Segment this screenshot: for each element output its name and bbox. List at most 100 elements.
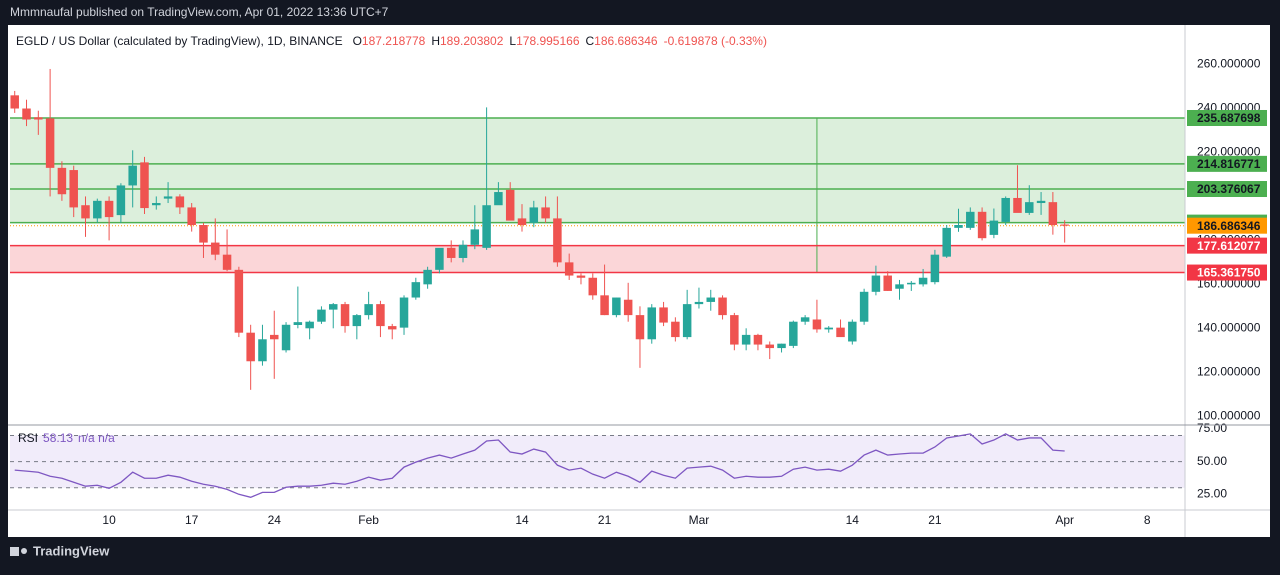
footer-logo [10,547,27,556]
zone [10,245,1185,273]
candle-body [800,317,810,322]
candle-body [81,205,90,219]
legend: EGLD / US Dollar (calculated by TradingV… [16,34,767,445]
candle-body [116,185,126,216]
ohlc-value: 186.686346 [594,34,658,48]
candle-body [211,242,220,255]
ohlc-key: H [431,34,440,48]
candle-body [69,170,78,208]
candle-body [1025,202,1034,213]
candle-body [93,200,102,219]
price-label-box [1187,237,1267,254]
candle-body [612,297,621,316]
candle-body [564,262,574,276]
x-tick-label: 21 [928,513,942,527]
ohlc-value: 187.218778 [362,34,426,48]
candle-body [258,339,267,362]
rsi-name: RSI [18,431,38,445]
x-tick-label: 8 [1144,513,1151,527]
candle-body [505,189,515,221]
price-label: 214.816771 [1197,157,1261,171]
price-label-box [1187,109,1267,126]
candle-body [659,307,668,323]
candle-body [635,315,645,340]
candle-body [706,297,715,302]
candle-body [871,275,881,292]
candle-body [836,327,845,338]
candle-body [600,295,609,316]
candle-body [175,196,185,208]
x-tick-label: Apr [1055,513,1074,527]
candle-body [753,334,763,345]
x-tick-label: Mar [689,513,710,527]
candle-body [411,282,421,298]
candle-body [1048,202,1058,225]
candle-body [446,247,456,258]
candle-body [22,108,31,120]
candle-body [140,162,149,209]
candle-body [730,315,739,345]
candle-body [576,275,586,278]
price-label: 165.361750 [1197,266,1261,280]
y-tick-label: 100.000000 [1197,408,1261,422]
ohlc-key: O [353,34,362,48]
price-label-box [1187,181,1267,198]
zone [10,117,1185,223]
candle-body [930,254,940,283]
ohlc-key: C [586,34,595,48]
candle-body [222,254,232,270]
candle-body [104,200,114,218]
change: -0.619878 (-0.33%) [664,34,767,48]
candle-body [246,332,255,362]
candle-body [305,321,314,329]
candle-body [682,304,692,338]
candle-body [824,327,833,330]
candle-body [399,297,409,328]
footer-brand: TradingView [33,543,110,558]
candle-body [895,284,904,289]
candle-body [789,321,798,346]
candle-body [293,322,303,325]
x-tick-label: 24 [268,513,282,527]
candle-body [1013,197,1022,213]
candle-body [10,95,19,109]
candle-body [989,220,999,235]
candle-body [317,309,326,322]
y-tick-label: 220.000000 [1197,145,1261,159]
candle-body [128,165,137,186]
candle-body [187,207,196,225]
candle-body [281,324,291,351]
candle-body [517,218,527,225]
candle-body [647,307,657,340]
candle-body [340,304,350,327]
y-tick-label: 140.000000 [1197,320,1261,334]
ohlc-value: 178.995166 [516,34,580,48]
candle-body [34,117,43,120]
candle-body [907,282,916,285]
candle-body [777,343,786,349]
candle-body [57,167,67,195]
x-tick-label: 14 [846,513,860,527]
price-label: 186.686346 [1197,219,1261,233]
candle-body [199,225,208,243]
x-tick-label: 14 [515,513,529,527]
candle-body [918,277,928,285]
candle-body [883,275,892,291]
candle-body [812,319,822,330]
price-label-box [1187,155,1267,172]
candle-body [671,321,680,338]
candle-body [529,207,539,223]
price-label-box [1187,217,1267,234]
publish-line: Mmmnaufal published on TradingView.com, … [10,5,389,19]
candle-body [541,207,550,219]
rsi-value: 58.13 [43,431,73,445]
rsi-extra: n/a n/a [78,431,115,445]
y-tick-label: 120.000000 [1197,364,1261,378]
candle-body [494,192,503,206]
candle-body [152,203,161,206]
candle-body [1001,197,1010,222]
y-tick-label: 260.000000 [1197,57,1261,71]
candle-body [694,301,704,305]
